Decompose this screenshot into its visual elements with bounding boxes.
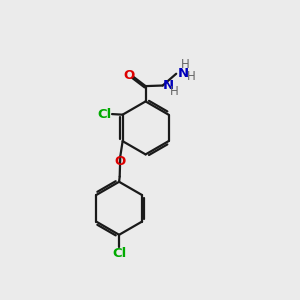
Text: H: H xyxy=(181,58,190,71)
Text: O: O xyxy=(114,155,125,168)
Text: Cl: Cl xyxy=(112,247,126,260)
Text: N: N xyxy=(163,79,174,92)
Text: H: H xyxy=(187,70,196,83)
Text: H: H xyxy=(169,85,178,98)
Text: N: N xyxy=(177,67,188,80)
Text: Cl: Cl xyxy=(97,108,112,121)
Text: O: O xyxy=(124,69,135,82)
